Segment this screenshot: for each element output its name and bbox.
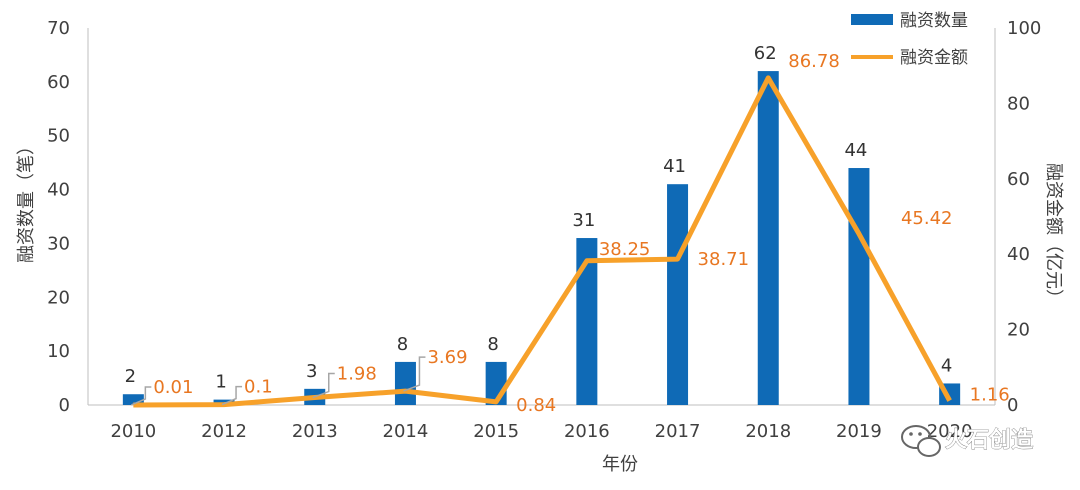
- y-tick-label: 70: [47, 18, 70, 39]
- bar-2017: [667, 184, 689, 405]
- x-tick-label: 2012: [201, 421, 247, 442]
- line-融资金额: [133, 75, 952, 408]
- line-value-label: 0.1: [244, 377, 273, 398]
- legend-label-bar: 融资数量: [900, 11, 968, 31]
- y-tick-label: 10: [47, 341, 70, 362]
- bar-value-label: 8: [487, 334, 498, 355]
- bar-2019: [848, 168, 870, 405]
- x-tick-label: 2016: [564, 421, 610, 442]
- y2-tick-label: 40: [1007, 244, 1030, 265]
- legend-swatch-bar: [851, 14, 893, 25]
- line-leader: [221, 385, 243, 406]
- bar-2010: [122, 394, 144, 405]
- bar-value-label: 41: [663, 156, 686, 177]
- line-leader: [312, 372, 335, 399]
- y-tick-label: 40: [47, 180, 70, 201]
- x-tick-label: 2017: [655, 421, 701, 442]
- line-series: [133, 75, 952, 408]
- bar-value-label: 2: [125, 366, 136, 387]
- bar-value-label: 31: [572, 210, 595, 231]
- watermark-text: 火石创造: [945, 428, 1033, 453]
- line-value-label: 0.01: [153, 377, 193, 398]
- y2-tick-label: 60: [1007, 169, 1030, 190]
- x-tick-label: 2014: [383, 421, 429, 442]
- x-tick-label: 2020: [927, 421, 973, 442]
- legend-label-line: 融资金额: [900, 48, 968, 68]
- bar-value-label: 4: [941, 355, 952, 376]
- x-tick-label: 2018: [745, 421, 791, 442]
- line-value-label: 38.71: [698, 249, 750, 270]
- y-axis-title: 融资数量（笔）: [16, 137, 37, 263]
- legend: 融资数量 融资金额: [851, 11, 968, 68]
- wechat-icon: [901, 425, 941, 457]
- y-tick-label: 30: [47, 233, 70, 254]
- bar-2014: [394, 361, 416, 405]
- x-tick-label: 2013: [292, 421, 338, 442]
- y-tick-label: 60: [47, 72, 70, 93]
- bars: [122, 71, 961, 405]
- y-tick-label: 20: [47, 287, 70, 308]
- bar-value-label: 62: [754, 43, 777, 64]
- line-value-label: 1.98: [337, 364, 377, 385]
- line-leader: [131, 386, 152, 406]
- y2-tick-label: 0: [1007, 395, 1018, 416]
- y2-axis-title: 融资金额（亿元）: [1043, 163, 1064, 307]
- line-value-label: 1.16: [970, 385, 1010, 406]
- line-value-label: 45.42: [901, 208, 953, 229]
- y2-tick-label: 20: [1007, 320, 1030, 341]
- line-value-label: 0.84: [516, 395, 556, 416]
- bar-2016: [576, 238, 598, 405]
- line-leader: [403, 356, 426, 392]
- bar-value-label: 1: [215, 372, 226, 393]
- axes: 0 10 20 30 40 50 60 70 0 20 40 60 80 100 2010 2012 2013 2…: [47, 18, 1041, 442]
- y-tick-label: 50: [47, 126, 70, 147]
- line-value-label: 3.69: [427, 347, 467, 368]
- bar-value-label: 44: [844, 140, 867, 161]
- watermark: 火石创造: [901, 425, 1033, 457]
- x-tick-label: 2019: [836, 421, 882, 442]
- line-value-label: 86.78: [788, 51, 840, 72]
- bar-value-label: 3: [306, 361, 317, 382]
- bar-2018: [757, 71, 779, 405]
- y2-tick-label: 100: [1007, 18, 1041, 39]
- y-tick-label: 0: [59, 395, 70, 416]
- bar-value-label: 8: [397, 334, 408, 355]
- line-value-label: 38.25: [599, 239, 651, 260]
- x-tick-label: 2010: [110, 421, 156, 442]
- x-axis-title: 年份: [602, 454, 638, 475]
- y2-tick-label: 80: [1007, 93, 1030, 114]
- x-tick-label: 2015: [473, 421, 519, 442]
